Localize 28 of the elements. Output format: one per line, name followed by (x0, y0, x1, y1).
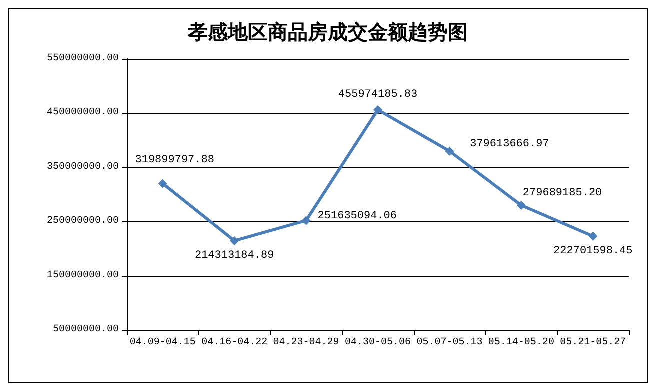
chart-title: 孝感地区商品房成交金额趋势图 (187, 20, 468, 44)
y-tick-label: 350000000.00 (46, 162, 119, 173)
point (445, 146, 454, 156)
y-tick-label: 250000000.00 (46, 216, 119, 228)
data-label: 214313184.89 (194, 250, 274, 262)
x-tick-label: 05.14-05.20 (488, 338, 554, 348)
data-label: 222701598.45 (554, 245, 633, 258)
point (516, 201, 526, 210)
y-tick-label: 550000000.00 (46, 54, 119, 64)
point (374, 105, 382, 114)
x-tick-label: 04.09-04.15 (130, 338, 196, 348)
point (158, 179, 168, 188)
x-tick-label: 04.16-04.22 (202, 338, 268, 348)
data-label: 251635094.06 (318, 210, 398, 223)
data-label: 279689185.20 (522, 188, 602, 200)
x-tick-label: 05.21-05.27 (560, 338, 626, 348)
point (588, 232, 598, 241)
y-tick-label: 150000000.00 (46, 270, 119, 282)
data-label: 319899797.88 (135, 154, 214, 167)
y-tick-label: 450000000.00 (46, 108, 119, 119)
x-tick-label: 04.30-05.06 (344, 338, 412, 348)
data-label: 455974185.83 (338, 88, 418, 101)
y-tick-label: 50000000.00 (52, 324, 119, 336)
point (230, 236, 240, 246)
data-label: 379613666.97 (470, 138, 550, 150)
x-tick-label: 04.23-04.29 (273, 338, 340, 348)
x-tick-label: 05.07-05.13 (416, 338, 483, 348)
point (302, 216, 311, 226)
